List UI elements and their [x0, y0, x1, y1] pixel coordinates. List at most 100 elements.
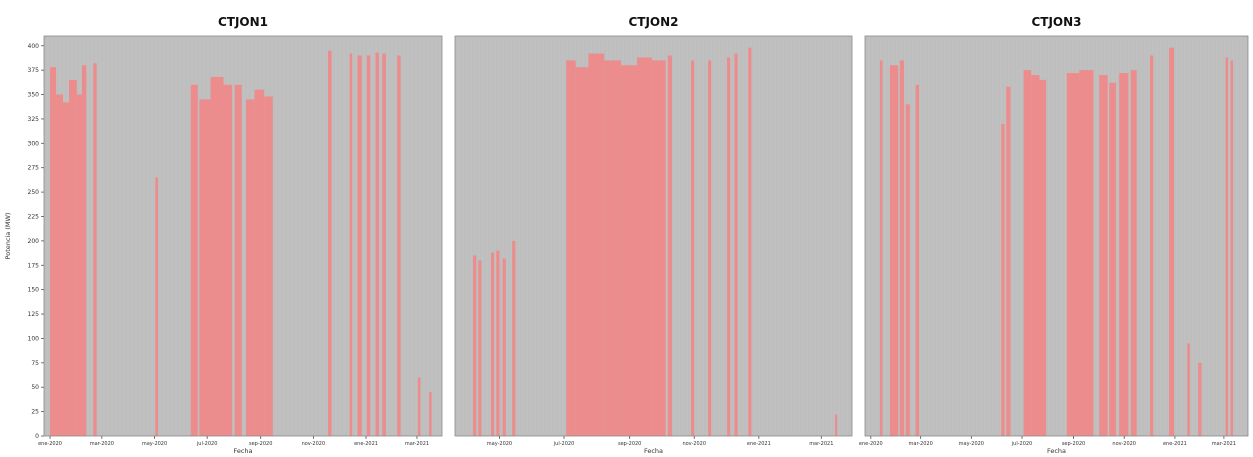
- plot-background: [44, 36, 442, 436]
- chart-panel-3: CTJON3 ene-2020 mar-2020 may-2020 jul-2020 se…: [859, 15, 1249, 455]
- x-tick-label: mar-2020: [90, 441, 114, 447]
- bar-18: [1169, 47, 1175, 437]
- bar-9: [588, 53, 605, 437]
- bar-12: [223, 84, 233, 436]
- x-tick-label: ene-2021: [1163, 441, 1187, 447]
- y-tick-label: 75: [31, 360, 39, 367]
- x-axis-label: Fecha: [644, 447, 663, 455]
- bar-12: [1079, 70, 1094, 437]
- y-tick-label: 250: [28, 189, 40, 196]
- bar-2: [478, 260, 482, 436]
- bar-11: [621, 65, 638, 437]
- x-axis-label: Fecha: [1047, 447, 1066, 455]
- chart-title: CTJON3: [1031, 15, 1081, 29]
- bar-4: [905, 104, 910, 436]
- bar-19: [1187, 343, 1190, 436]
- bar-6: [81, 65, 87, 437]
- bar-5: [76, 94, 82, 436]
- bar-5: [915, 84, 919, 436]
- y-tick-label: 400: [28, 43, 40, 50]
- bar-20: [1198, 362, 1202, 436]
- bar-14: [246, 99, 255, 436]
- bar-15: [691, 60, 695, 436]
- plot-frame: [454, 35, 853, 437]
- bar-17: [727, 57, 731, 437]
- plot-background: [865, 36, 1248, 436]
- x-tick-label: jul-2020: [1011, 441, 1032, 447]
- bar-19: [748, 47, 752, 437]
- x-tick-label: mar-2021: [1212, 441, 1236, 447]
- plot-frame: [864, 35, 1249, 437]
- bar-7: [1006, 86, 1011, 436]
- y-tick-label: 175: [28, 262, 40, 269]
- bar-18: [734, 53, 738, 437]
- x-tick-label: sep-2020: [1062, 441, 1085, 447]
- bar-3: [899, 60, 905, 436]
- bar-4: [69, 79, 77, 437]
- y-axis-label: Potencia (MW): [4, 213, 12, 260]
- bar-7: [93, 63, 97, 436]
- x-tick-label: may-2020: [142, 441, 167, 447]
- bar-17: [1149, 55, 1154, 436]
- x-tick-label: jul-2020: [196, 441, 217, 447]
- chart-panel-2: CTJON2 may-2020 jul-2020 sep-2020 nov-2020 en…: [454, 15, 853, 455]
- bar-16: [264, 96, 273, 437]
- bar-22: [1230, 60, 1234, 436]
- bar-7: [566, 60, 576, 436]
- bar-2: [56, 94, 63, 436]
- bar-20: [366, 55, 371, 436]
- bar-13: [651, 60, 666, 436]
- bar-3: [62, 102, 70, 436]
- bar-14: [1109, 82, 1116, 436]
- y-tick-label: 350: [28, 92, 40, 99]
- x-tick-label: mar-2020: [909, 441, 933, 447]
- y-tick-label: 50: [31, 384, 39, 391]
- bar-1: [879, 60, 883, 436]
- x-tick-label: mar-2021: [809, 441, 833, 447]
- x-tick-label: may-2020: [487, 441, 512, 447]
- plot-frame: [43, 35, 443, 437]
- bar-24: [417, 377, 421, 436]
- y-tick-label: 100: [28, 335, 40, 342]
- x-tick-label: ene-2021: [354, 441, 378, 447]
- x-tick-label: nov-2020: [1112, 441, 1136, 447]
- bar-3: [490, 252, 495, 436]
- bar-25: [429, 392, 432, 436]
- bar-16: [1130, 70, 1137, 437]
- bar-21: [1225, 57, 1229, 437]
- bar-6: [1001, 123, 1005, 437]
- x-tick-label: mar-2021: [405, 441, 429, 447]
- bar-15: [254, 89, 265, 436]
- x-tick-label: nov-2020: [682, 441, 706, 447]
- bar-9: [1031, 75, 1040, 437]
- bar-11: [1066, 73, 1080, 436]
- x-tick-label: ene-2020: [38, 441, 62, 447]
- bar-23: [397, 55, 401, 436]
- bar-22: [382, 53, 386, 437]
- y-tick-label: 0: [35, 433, 39, 440]
- y-tick-label: 275: [28, 165, 40, 172]
- x-axis-label: Fecha: [233, 447, 252, 455]
- bar-13: [234, 84, 242, 436]
- bar-10: [604, 60, 622, 436]
- bar-21: [375, 52, 379, 437]
- bar-4: [496, 250, 500, 436]
- x-tick-label: sep-2020: [249, 441, 272, 447]
- bar-1: [473, 255, 477, 436]
- y-tick-label: 200: [28, 238, 40, 245]
- bar-11: [210, 76, 224, 436]
- bar-2: [889, 65, 899, 437]
- y-tick-label: 150: [28, 287, 40, 294]
- y-tick-label: 225: [28, 213, 40, 220]
- bar-10: [199, 99, 211, 436]
- y-tick-label: 300: [28, 140, 40, 147]
- bar-1: [50, 67, 57, 436]
- x-tick-label: ene-2021: [747, 441, 771, 447]
- x-tick-label: may-2020: [959, 441, 984, 447]
- bar-9: [190, 84, 198, 436]
- y-tick-label: 325: [28, 116, 40, 123]
- y-tick-label: 25: [31, 409, 39, 416]
- bar-19: [357, 55, 362, 436]
- bar-13: [1099, 75, 1108, 437]
- bar-8: [575, 67, 589, 436]
